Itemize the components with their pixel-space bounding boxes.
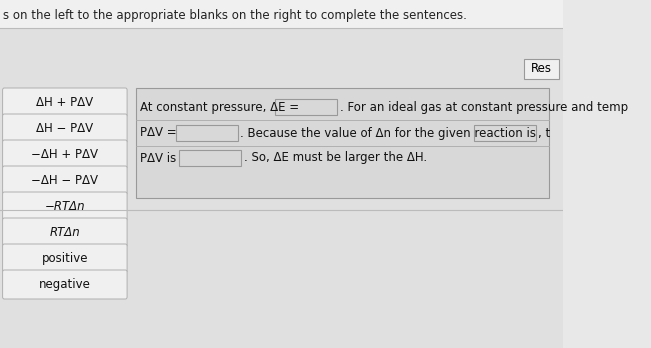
Text: −ΔH − PΔV: −ΔH − PΔV — [31, 174, 98, 187]
Text: ΔH − PΔV: ΔH − PΔV — [36, 122, 93, 135]
Text: negative: negative — [39, 278, 90, 291]
Text: s on the left to the appropriate blanks on the right to complete the sentences.: s on the left to the appropriate blanks … — [3, 8, 467, 22]
FancyBboxPatch shape — [3, 140, 127, 169]
FancyBboxPatch shape — [0, 28, 563, 348]
FancyBboxPatch shape — [474, 125, 536, 141]
FancyBboxPatch shape — [3, 270, 127, 299]
FancyBboxPatch shape — [3, 218, 127, 247]
FancyBboxPatch shape — [3, 114, 127, 143]
FancyBboxPatch shape — [0, 0, 563, 30]
FancyBboxPatch shape — [524, 59, 559, 79]
FancyBboxPatch shape — [3, 88, 127, 117]
FancyBboxPatch shape — [3, 192, 127, 221]
Text: PΔV =: PΔV = — [140, 127, 176, 140]
Text: . So, ΔE must be larger the ΔH.: . So, ΔE must be larger the ΔH. — [244, 151, 427, 165]
FancyBboxPatch shape — [3, 244, 127, 273]
FancyBboxPatch shape — [3, 166, 127, 195]
FancyBboxPatch shape — [275, 99, 337, 115]
Text: positive: positive — [42, 252, 88, 265]
FancyBboxPatch shape — [136, 88, 549, 198]
FancyBboxPatch shape — [176, 125, 238, 141]
Text: At constant pressure, ΔE =: At constant pressure, ΔE = — [140, 101, 299, 113]
Text: PΔV is: PΔV is — [140, 151, 176, 165]
Text: , t: , t — [538, 127, 550, 140]
Text: Res: Res — [531, 63, 551, 76]
Text: . Because the value of Δn for the given reaction is: . Because the value of Δn for the given … — [240, 127, 536, 140]
Text: . For an ideal gas at constant pressure and temp: . For an ideal gas at constant pressure … — [340, 101, 628, 113]
Text: RTΔn: RTΔn — [49, 226, 80, 239]
Text: −RTΔn: −RTΔn — [44, 200, 85, 213]
FancyBboxPatch shape — [179, 150, 242, 166]
Text: −ΔH + PΔV: −ΔH + PΔV — [31, 148, 98, 161]
Text: ΔH + PΔV: ΔH + PΔV — [36, 96, 93, 109]
